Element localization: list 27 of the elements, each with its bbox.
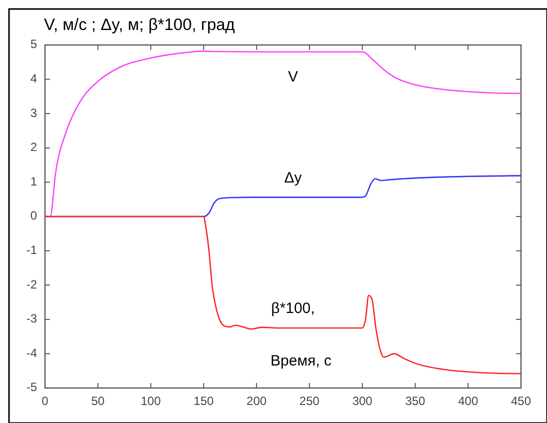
y-tick-label: 1	[30, 174, 38, 188]
x-tick-label: 300	[352, 394, 373, 408]
chart-title: V, м/с ; Δy, м; β*100, град	[44, 16, 236, 34]
y-tick-label: -2	[26, 277, 38, 292]
y-tick-label: -4	[26, 346, 38, 360]
series-label: V	[288, 68, 298, 86]
x-tick-label: 200	[246, 394, 267, 408]
x-tick-label: 150	[194, 394, 214, 408]
x-tick-label: 450	[510, 394, 532, 408]
x-tick-label: 250	[299, 394, 320, 408]
y-tick-label: -1	[26, 242, 38, 257]
series-label: β*100,	[271, 300, 315, 318]
y-tick-label: 2	[30, 140, 38, 154]
y-tick-label: -3	[26, 312, 38, 326]
y-tick-label: 5	[30, 37, 38, 52]
y-tick-label: 4	[30, 71, 38, 86]
y-tick-label: 3	[30, 106, 38, 120]
line-series	[44, 216, 522, 374]
y-tick-label: -5	[26, 380, 38, 394]
x-tick-label: 400	[458, 394, 478, 408]
series-label: Δy	[284, 169, 302, 186]
x-tick-label: 350	[405, 394, 426, 408]
x-tick-label: 50	[91, 394, 105, 408]
x-tick-label: 100	[140, 394, 162, 408]
x-tick-label: 0	[42, 394, 49, 408]
y-tick-label: 0	[30, 208, 38, 223]
x-axis-title: Время, с	[270, 352, 332, 370]
